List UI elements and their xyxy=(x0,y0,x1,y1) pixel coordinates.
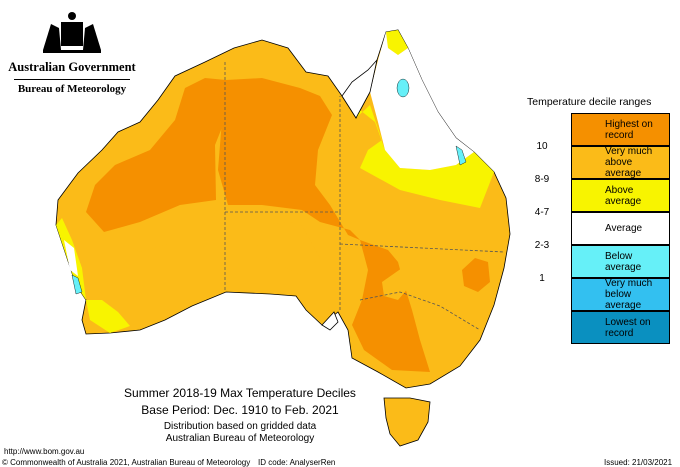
coat-of-arms-icon xyxy=(43,12,101,53)
state-borders xyxy=(224,62,505,331)
region-highest-west xyxy=(86,78,226,232)
legend-row: 4-7 Average xyxy=(527,207,677,245)
legend-range: 10 xyxy=(536,141,548,152)
footer-url[interactable]: http://www.bom.gov.au xyxy=(4,447,85,456)
region-below-wa-coast xyxy=(71,274,83,295)
region-below-qld-inland xyxy=(396,78,410,98)
legend-swatch-very-much-below: Very much below average xyxy=(571,278,670,311)
spencer-gulf xyxy=(321,311,339,331)
region-patch-2 xyxy=(248,222,320,275)
map-base-period: Base Period: Dec. 1910 to Feb. 2021 xyxy=(141,403,339,417)
org-name-line2: Bureau of Meteorology xyxy=(17,83,127,95)
legend-row: 10 Very much above average xyxy=(527,141,677,179)
legend-range: 4-7 xyxy=(534,207,550,218)
footer-id-code: ID code: AnalyserRen xyxy=(258,458,336,467)
region-average-qld xyxy=(370,32,474,170)
region-patch-3 xyxy=(382,268,410,300)
region-below-qld-coast xyxy=(455,145,467,166)
map-source: Australian Bureau of Meteorology xyxy=(165,433,315,444)
footer-copyright: © Commonwealth of Australia 2021, Austra… xyxy=(2,458,251,467)
legend-title: Temperature decile ranges xyxy=(527,96,652,108)
logo-divider xyxy=(14,79,130,80)
bom-logo: Australian Government Bureau of Meteorol… xyxy=(8,10,136,95)
org-name-line1: Australian Government xyxy=(8,60,136,74)
legend-swatch-average: Average xyxy=(571,212,670,245)
legend-row: Highest on record xyxy=(527,113,677,146)
map-note: Distribution based on gridded data xyxy=(163,421,317,432)
footer-issued: Issued: 21/03/2021 xyxy=(604,458,673,467)
region-above-north xyxy=(342,96,494,208)
legend-swatch-below: Below average xyxy=(571,245,670,278)
region-above-southwest xyxy=(86,300,130,333)
region-highest-central xyxy=(218,78,430,372)
legend-swatch-above: Above average xyxy=(571,179,670,212)
legend-range: 1 xyxy=(539,273,545,284)
legend-range: 2-3 xyxy=(534,240,550,251)
region-average-sw xyxy=(64,240,78,276)
legend-row: 2-3 Below average xyxy=(527,240,677,278)
legend-swatch-lowest: Lowest on record xyxy=(571,311,670,344)
region-highest-east-patch xyxy=(462,258,490,292)
legend-row: 8-9 Above average xyxy=(527,174,677,212)
tasmania xyxy=(383,397,431,447)
gulf-carpentaria xyxy=(341,58,378,119)
legend-row: 1 Very much below average xyxy=(527,273,677,311)
region-above-cape xyxy=(386,30,408,55)
region-patch-1 xyxy=(118,232,168,252)
legend-swatch-very-much-above: Very much above average xyxy=(571,146,670,179)
legend-range: 8-9 xyxy=(534,174,550,185)
map-title: Summer 2018-19 Max Temperature Deciles xyxy=(124,386,356,400)
legend-row: Lowest on record xyxy=(527,311,677,344)
legend-swatch-highest: Highest on record xyxy=(571,113,670,146)
